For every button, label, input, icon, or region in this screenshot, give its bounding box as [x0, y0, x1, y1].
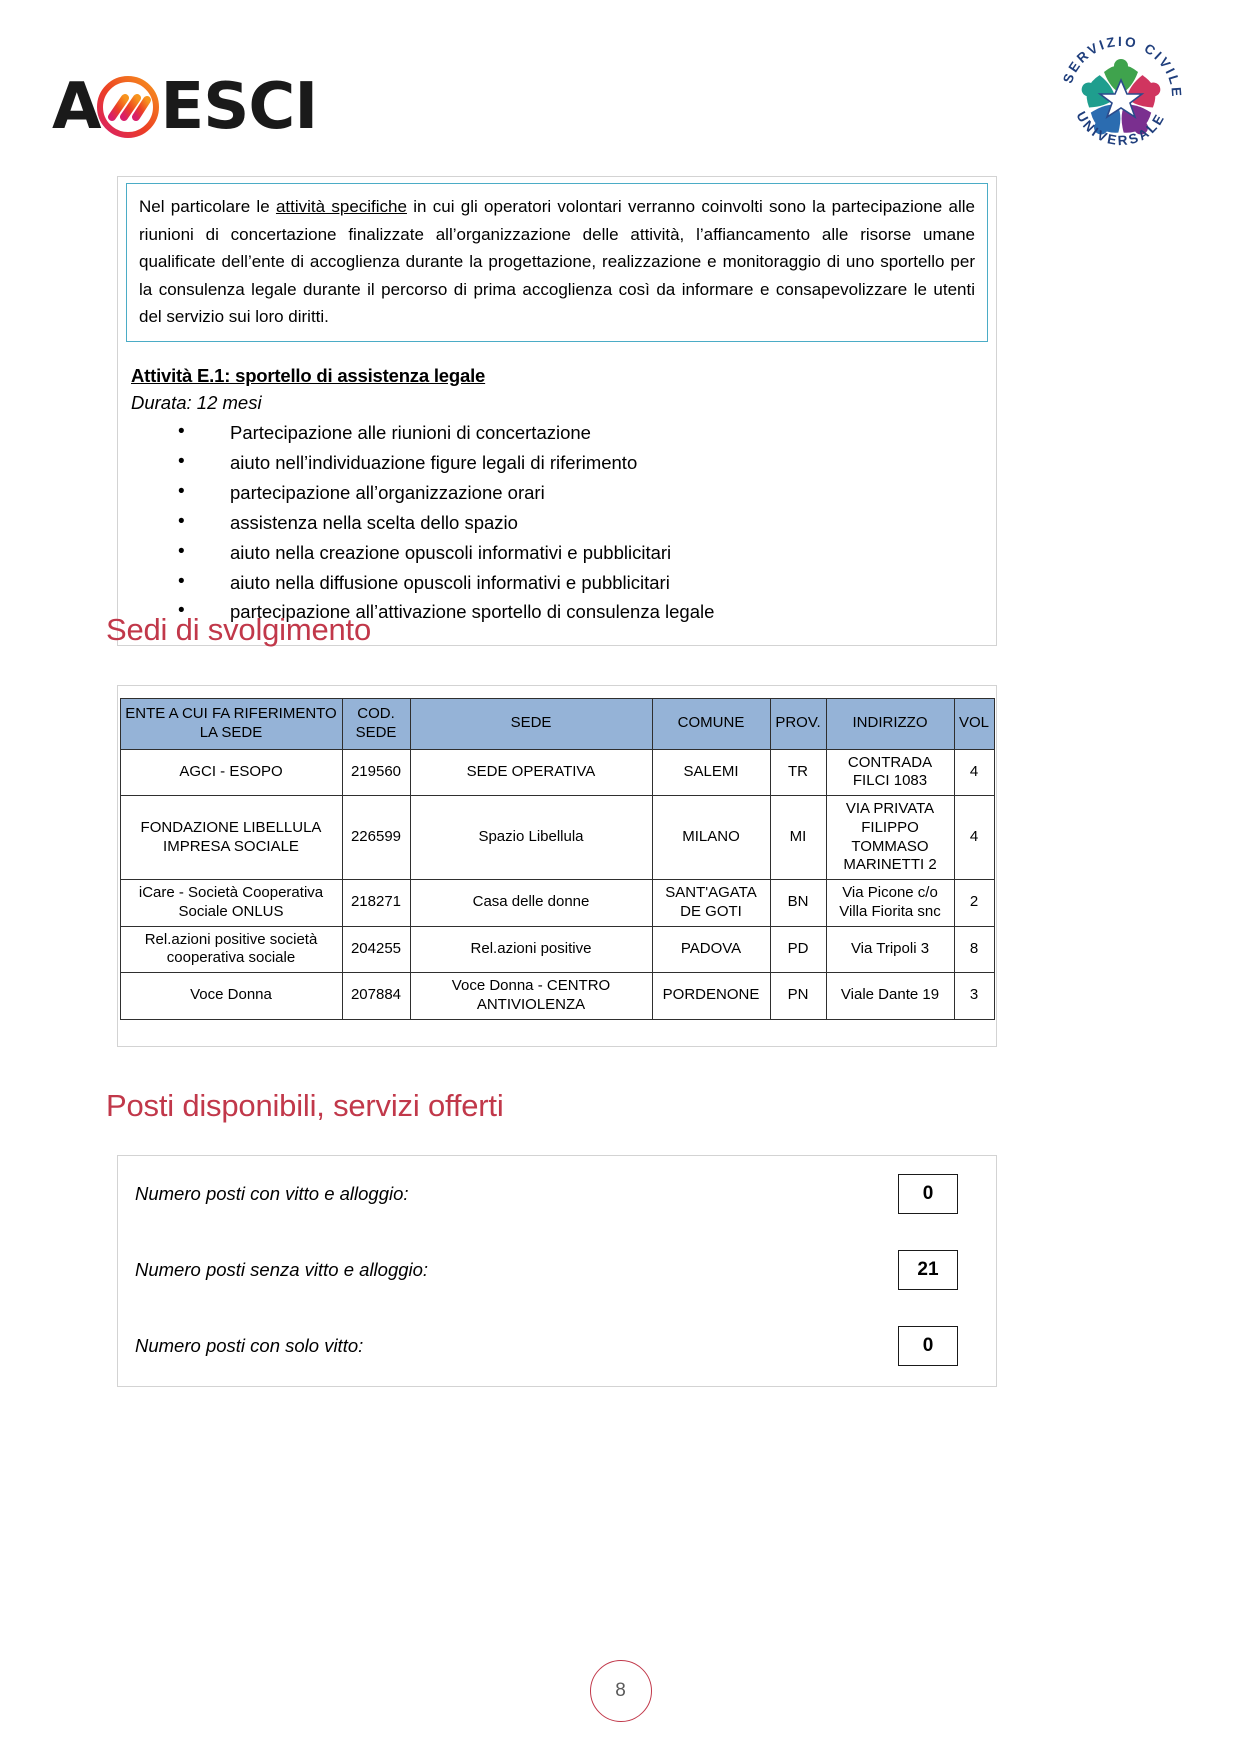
cell-comune: MILANO	[651, 795, 771, 880]
cell-comune: SANT'AGATA DE GOTI	[651, 879, 771, 927]
amesci-letters-esci: ESCI	[160, 70, 319, 144]
cell-vol: 2	[953, 879, 995, 927]
cell-vol: 8	[953, 925, 995, 973]
list-item: aiuto nell’individuazione figure legali …	[178, 447, 996, 478]
posti-label: Numero posti con solo vitto:	[135, 1335, 364, 1356]
table-header-prov: PROV.	[769, 698, 827, 750]
list-item: aiuto nella diffusione opuscoli informat…	[178, 567, 996, 598]
cell-comune: SALEMI	[651, 748, 771, 796]
table-row: AGCI - ESOPO 219560 SEDE OPERATIVA SALEM…	[119, 748, 995, 796]
servizio-civile-universale-logo: SERVIZIO CIVILE UNIVERSALE	[1056, 32, 1186, 162]
list-item: aiuto nella creazione opuscoli informati…	[178, 537, 996, 568]
cell-prov: PD	[769, 925, 827, 973]
table-header-comune: COMUNE	[651, 698, 771, 750]
intro-text-after: in cui gli operatori volontari verranno …	[139, 197, 975, 327]
cell-cod: 226599	[341, 795, 411, 880]
cell-indirizzo: CONTRADA FILCI 1083	[825, 748, 955, 796]
cell-cod: 218271	[341, 879, 411, 927]
cell-ente: iCare - Società Cooperativa Sociale ONLU…	[119, 879, 343, 927]
posti-row-vitto-alloggio: Numero posti con vitto e alloggio: 0	[118, 1156, 996, 1232]
table-header-sede: SEDE	[409, 698, 653, 750]
posti-row-solo-vitto: Numero posti con solo vitto: 0	[118, 1308, 996, 1384]
table-row: Voce Donna 207884 Voce Donna - CENTRO AN…	[119, 972, 995, 1020]
posti-value-field[interactable]: 0	[898, 1174, 958, 1214]
intro-paragraph: Nel particolare le attività specifiche i…	[139, 193, 975, 331]
cell-vol: 4	[953, 748, 995, 796]
amesci-letter-a: A	[52, 70, 102, 144]
svg-text:UNIVERSALE: UNIVERSALE	[1073, 109, 1168, 148]
cell-prov: BN	[769, 879, 827, 927]
cell-prov: MI	[769, 795, 827, 880]
cell-cod: 207884	[341, 972, 411, 1020]
cell-comune: PADOVA	[651, 925, 771, 973]
intro-underlined-term: attività specifiche	[275, 197, 407, 216]
sedi-table: ENTE A CUI FA RIFERIMENTO LA SEDE COD. S…	[119, 698, 995, 1020]
list-item: assistenza nella scelta dello spazio	[178, 507, 996, 538]
section-heading-sedi: Sedi di svolgimento	[106, 612, 372, 647]
cell-indirizzo: Via Tripoli 3	[825, 925, 955, 973]
cell-ente: FONDAZIONE LIBELLULA IMPRESA SOCIALE	[119, 795, 343, 880]
posti-value-field[interactable]: 21	[898, 1250, 958, 1290]
cell-comune: PORDENONE	[651, 972, 771, 1020]
cell-vol: 3	[953, 972, 995, 1020]
posti-row-senza-vitto-alloggio: Numero posti senza vitto e alloggio: 21	[118, 1232, 996, 1308]
sedi-table-box: ENTE A CUI FA RIFERIMENTO LA SEDE COD. S…	[117, 685, 997, 1047]
activity-bullet-list: Partecipazione alle riunioni di concerta…	[118, 417, 996, 628]
table-header-vol: VOL	[953, 698, 995, 750]
activity-title: Attività E.1: sportello di assistenza le…	[131, 364, 486, 386]
cell-ente: Voce Donna	[119, 972, 343, 1020]
cell-sede: SEDE OPERATIVA	[409, 748, 653, 796]
amesci-logo: A ESCI	[52, 70, 319, 144]
intro-text-before: Nel particolare le	[139, 197, 276, 216]
section-heading-posti: Posti disponibili, servizi offerti	[106, 1088, 504, 1123]
cell-indirizzo: VIA PRIVATA FILIPPO TOMMASO MARINETTI 2	[825, 795, 955, 880]
activity-duration: Durata: 12 mesi	[131, 391, 262, 413]
cell-indirizzo: Viale Dante 19	[825, 972, 955, 1020]
table-header-cod-sede: COD. SEDE	[341, 698, 411, 750]
page-number-badge: 8	[589, 1660, 652, 1722]
cell-cod: 204255	[341, 925, 411, 973]
posti-label: Numero posti senza vitto e alloggio:	[135, 1259, 429, 1280]
activity-description-box: Nel particolare le attività specifiche i…	[117, 176, 997, 647]
page-header: A ESCI	[0, 0, 1241, 175]
posti-value-field[interactable]: 0	[898, 1326, 958, 1366]
cell-ente: AGCI - ESOPO	[119, 748, 343, 796]
posti-label: Numero posti con vitto e alloggio:	[135, 1183, 409, 1204]
intro-paragraph-box: Nel particolare le attività specifiche i…	[126, 183, 988, 342]
cell-vol: 4	[953, 795, 995, 880]
table-row: Rel.azioni positive società cooperativa …	[119, 925, 995, 973]
list-item: partecipazione all’attivazione sportello…	[178, 596, 996, 627]
cell-sede: Spazio Libellula	[409, 795, 653, 880]
table-header-ente: ENTE A CUI FA RIFERIMENTO LA SEDE	[119, 698, 343, 750]
cell-ente: Rel.azioni positive società cooperativa …	[119, 925, 343, 973]
cell-prov: TR	[769, 748, 827, 796]
list-item: partecipazione all’organizzazione orari	[178, 477, 996, 508]
cell-sede: Voce Donna - CENTRO ANTIVIOLENZA	[409, 972, 653, 1020]
cell-sede: Casa delle donne	[409, 879, 653, 927]
posti-disponibili-box: Numero posti con vitto e alloggio: 0 Num…	[117, 1155, 997, 1387]
cell-prov: PN	[769, 972, 827, 1020]
table-row: FONDAZIONE LIBELLULA IMPRESA SOCIALE 226…	[119, 795, 995, 880]
table-header-indirizzo: INDIRIZZO	[825, 698, 955, 750]
cell-cod: 219560	[341, 748, 411, 796]
list-item: Partecipazione alle riunioni di concerta…	[178, 417, 996, 448]
amesci-swoosh-icon	[95, 74, 161, 140]
cell-sede: Rel.azioni positive	[409, 925, 653, 973]
table-row: iCare - Società Cooperativa Sociale ONLU…	[119, 879, 995, 927]
table-header-row: ENTE A CUI FA RIFERIMENTO LA SEDE COD. S…	[119, 698, 995, 750]
cell-indirizzo: Via Picone c/o Villa Fiorita snc	[825, 879, 955, 927]
